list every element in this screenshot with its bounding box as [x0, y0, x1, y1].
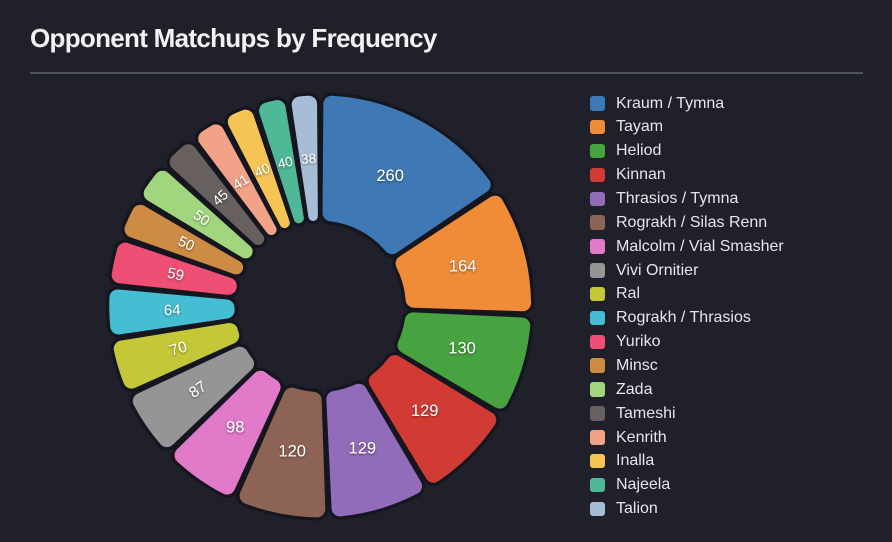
- svg-text:164: 164: [449, 257, 477, 275]
- svg-text:129: 129: [349, 439, 377, 457]
- svg-text:40: 40: [252, 160, 272, 180]
- svg-text:260: 260: [376, 167, 404, 185]
- svg-text:50: 50: [190, 207, 212, 229]
- svg-text:70: 70: [168, 338, 190, 359]
- svg-text:120: 120: [278, 443, 306, 461]
- svg-text:98: 98: [226, 419, 244, 437]
- svg-text:59: 59: [166, 265, 186, 285]
- svg-text:41: 41: [230, 171, 252, 193]
- svg-text:38: 38: [301, 151, 317, 167]
- svg-text:129: 129: [411, 402, 439, 420]
- svg-text:130: 130: [448, 340, 476, 358]
- svg-text:87: 87: [186, 378, 210, 402]
- svg-text:40: 40: [276, 153, 295, 171]
- svg-text:64: 64: [164, 302, 181, 319]
- svg-text:50: 50: [175, 233, 196, 254]
